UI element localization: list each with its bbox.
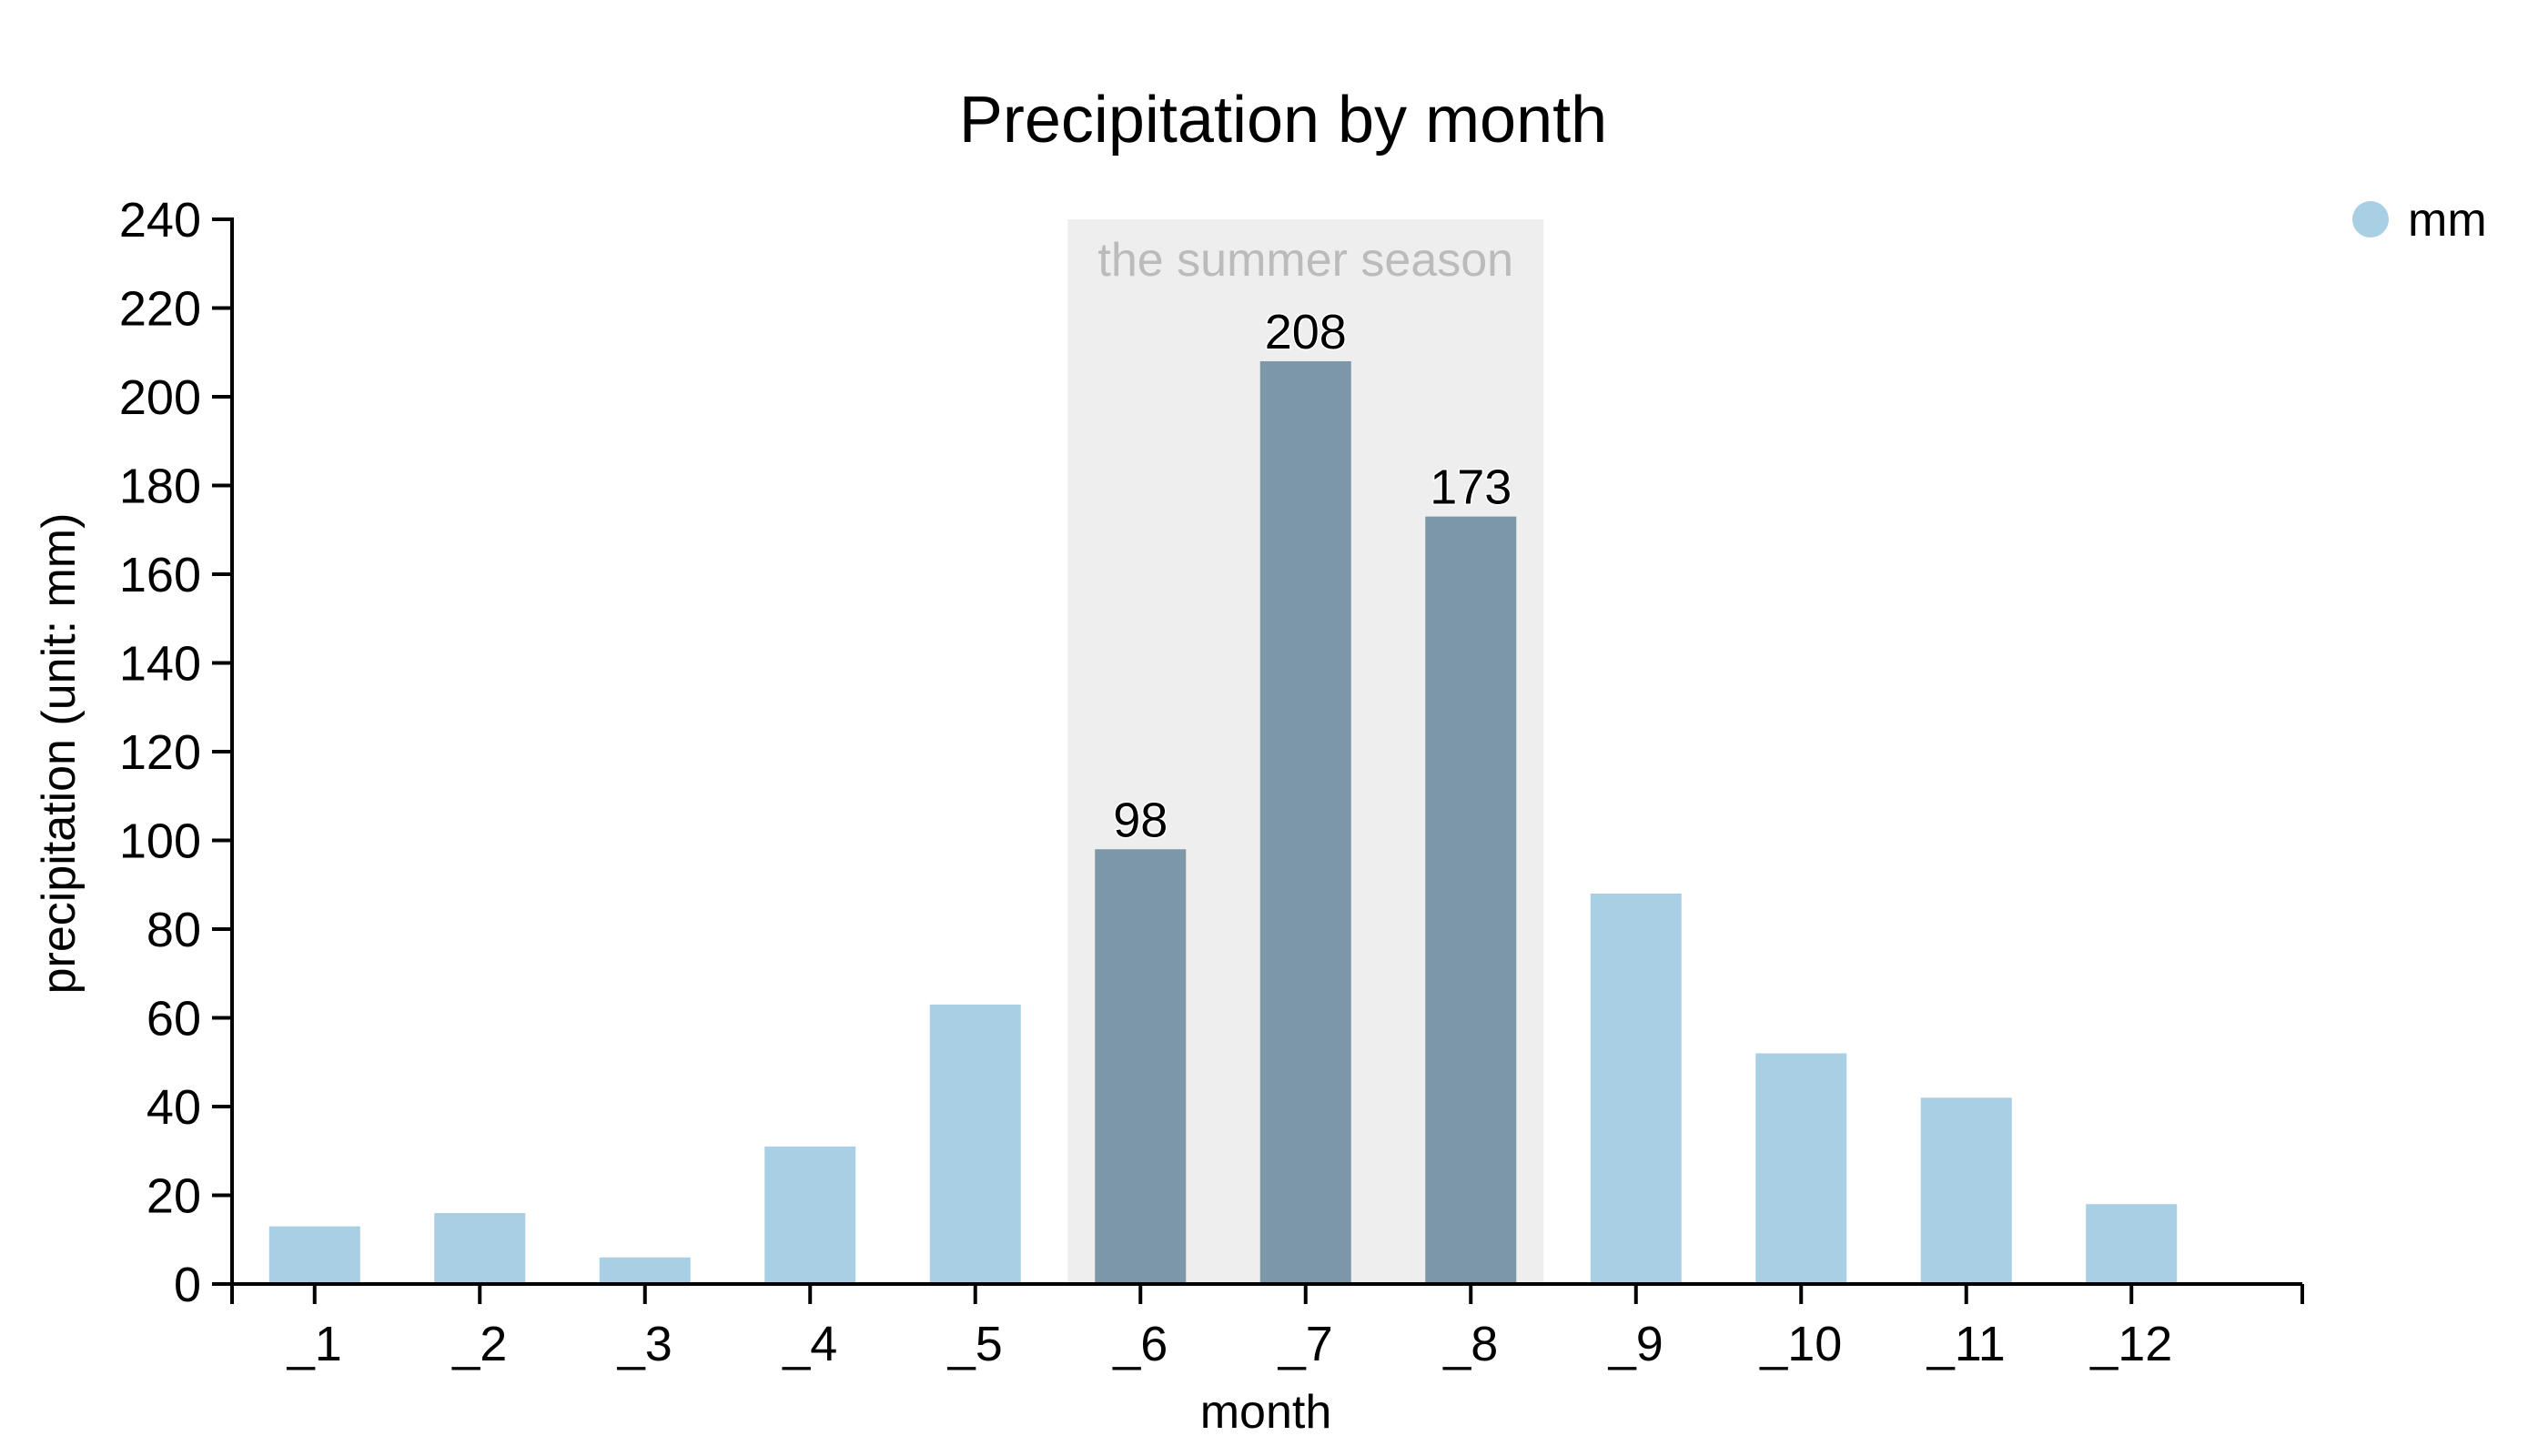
bar-_3: [599, 1257, 691, 1284]
y-tick-label: 140: [119, 637, 201, 692]
bar-_1: [268, 1226, 360, 1284]
bar-_5: [929, 1004, 1021, 1284]
bar-_9: [1590, 894, 1682, 1284]
data-label-_6: 98: [1113, 793, 1168, 847]
x-tick-label: _12: [2089, 1317, 2172, 1371]
chart-title: Precipitation by month: [959, 84, 1607, 157]
x-tick-label: _9: [1608, 1317, 1663, 1371]
y-tick-label: 0: [174, 1258, 201, 1312]
legend: mm: [2352, 194, 2487, 247]
bar-_8: [1425, 516, 1517, 1284]
y-tick-label: 220: [119, 282, 201, 337]
summer-season-label: the summer season: [1097, 234, 1513, 287]
bar-_11: [1920, 1097, 2012, 1284]
y-tick-label: 40: [147, 1080, 201, 1135]
x-axis: _1 _2 _3 _4 _5 _6 _7 _8 _9 _10 _11 _12: [230, 1282, 2304, 1371]
y-tick-label: 60: [147, 992, 201, 1046]
bar-_10: [1755, 1053, 1847, 1284]
legend-marker-mm: [2352, 201, 2389, 238]
legend-label-mm: mm: [2408, 194, 2487, 247]
data-label-_7: 208: [1265, 305, 1347, 359]
x-tick-label: _1: [287, 1317, 342, 1371]
bar-_4: [764, 1146, 856, 1284]
y-tick-label: 240: [119, 193, 201, 248]
y-tick-label: 120: [119, 725, 201, 780]
y-tick-label: 180: [119, 460, 201, 514]
x-tick-label: _10: [1759, 1317, 1842, 1371]
data-label-_8: 173: [1430, 460, 1512, 515]
x-tick-label: _5: [947, 1317, 1003, 1371]
bar-_6: [1095, 849, 1187, 1284]
x-tick-label: _2: [451, 1317, 507, 1371]
bar-_7: [1259, 361, 1351, 1284]
y-axis-title: precipitation (unit: mm): [33, 513, 86, 995]
x-tick-label: _7: [1278, 1317, 1333, 1371]
bar-_12: [2086, 1204, 2178, 1284]
x-tick-label: _3: [617, 1317, 672, 1371]
y-tick-label: 160: [119, 548, 201, 602]
y-tick-label: 200: [119, 370, 201, 425]
bar-_2: [434, 1213, 526, 1284]
x-axis-title: month: [1200, 1386, 1332, 1439]
y-axis: 0 20 40 60 80 100 120 140 160 180 200 220 240: [119, 193, 234, 1312]
data-labels: 98 208 173: [1112, 304, 1513, 849]
x-tick-label: _8: [1442, 1317, 1498, 1371]
y-tick-label: 80: [147, 903, 201, 957]
bars: [268, 361, 2178, 1284]
y-tick-label: 100: [119, 814, 201, 869]
x-tick-label: _4: [782, 1317, 837, 1371]
x-tick-label: _11: [1926, 1317, 2006, 1371]
x-tick-label: _6: [1112, 1317, 1168, 1371]
y-tick-label: 20: [147, 1169, 201, 1224]
